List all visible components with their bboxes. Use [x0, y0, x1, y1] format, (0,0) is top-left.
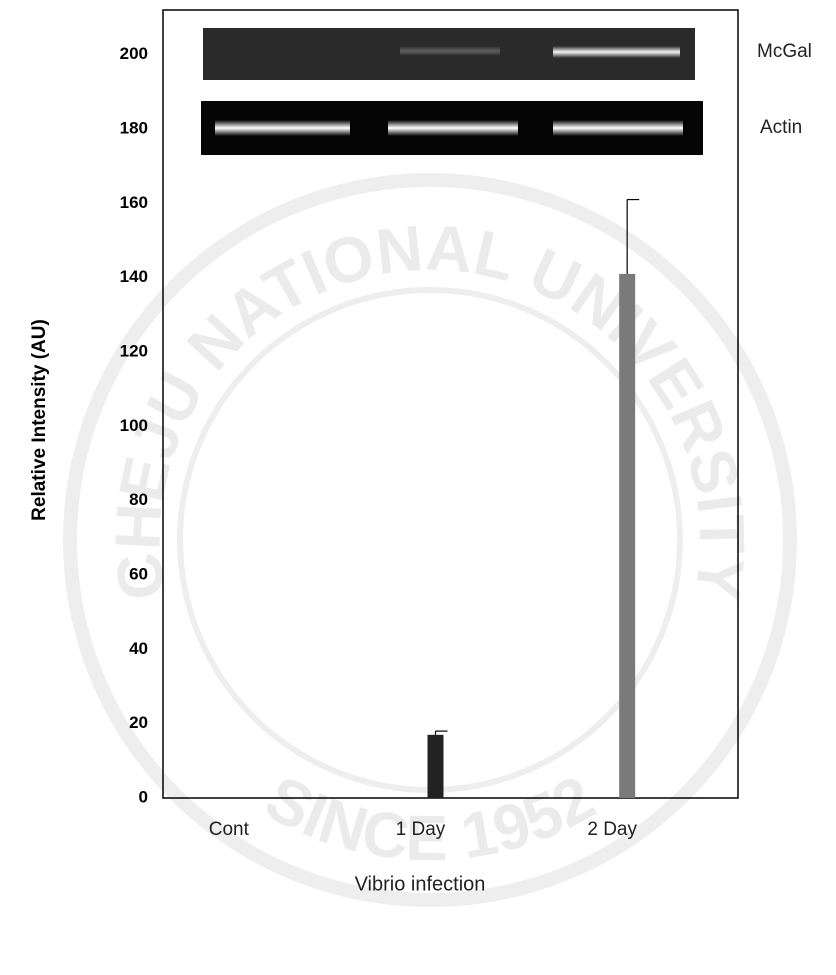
x-tick-label: 1 Day	[396, 819, 446, 840]
y-tick-label: 100	[120, 416, 148, 435]
y-tick-label: 40	[129, 639, 148, 658]
gel-actin	[201, 101, 703, 155]
watermark-ring	[177, 287, 683, 793]
gel-band	[388, 120, 518, 136]
gel-band	[553, 46, 680, 58]
x-tick-label: Cont	[209, 819, 250, 840]
y-axis-label: Relative Intensity (AU)	[29, 319, 50, 521]
bar	[427, 734, 444, 798]
gel-band	[215, 120, 350, 136]
y-tick-label: 60	[129, 564, 148, 583]
y-tick-label: 180	[120, 118, 148, 137]
gel-label: McGal	[757, 41, 812, 62]
watermark-ring	[63, 173, 797, 907]
gel-label: Actin	[760, 117, 802, 138]
plot-frame	[162, 9, 739, 799]
x-axis-label: Vibrio infection	[355, 873, 486, 895]
y-tick-label: 120	[120, 341, 148, 360]
gel-band	[553, 120, 683, 136]
gel-band	[400, 46, 500, 56]
y-tick-label: 200	[120, 44, 148, 63]
gel-mcgal	[203, 28, 695, 80]
y-tick-label: 140	[120, 267, 148, 286]
y-tick-label: 20	[129, 713, 148, 732]
y-tick-label: 0	[139, 787, 148, 806]
x-tick-label: 2 Day	[587, 819, 637, 840]
bar	[619, 273, 636, 799]
y-tick-label: 80	[129, 490, 148, 509]
y-tick-label: 160	[120, 193, 148, 212]
